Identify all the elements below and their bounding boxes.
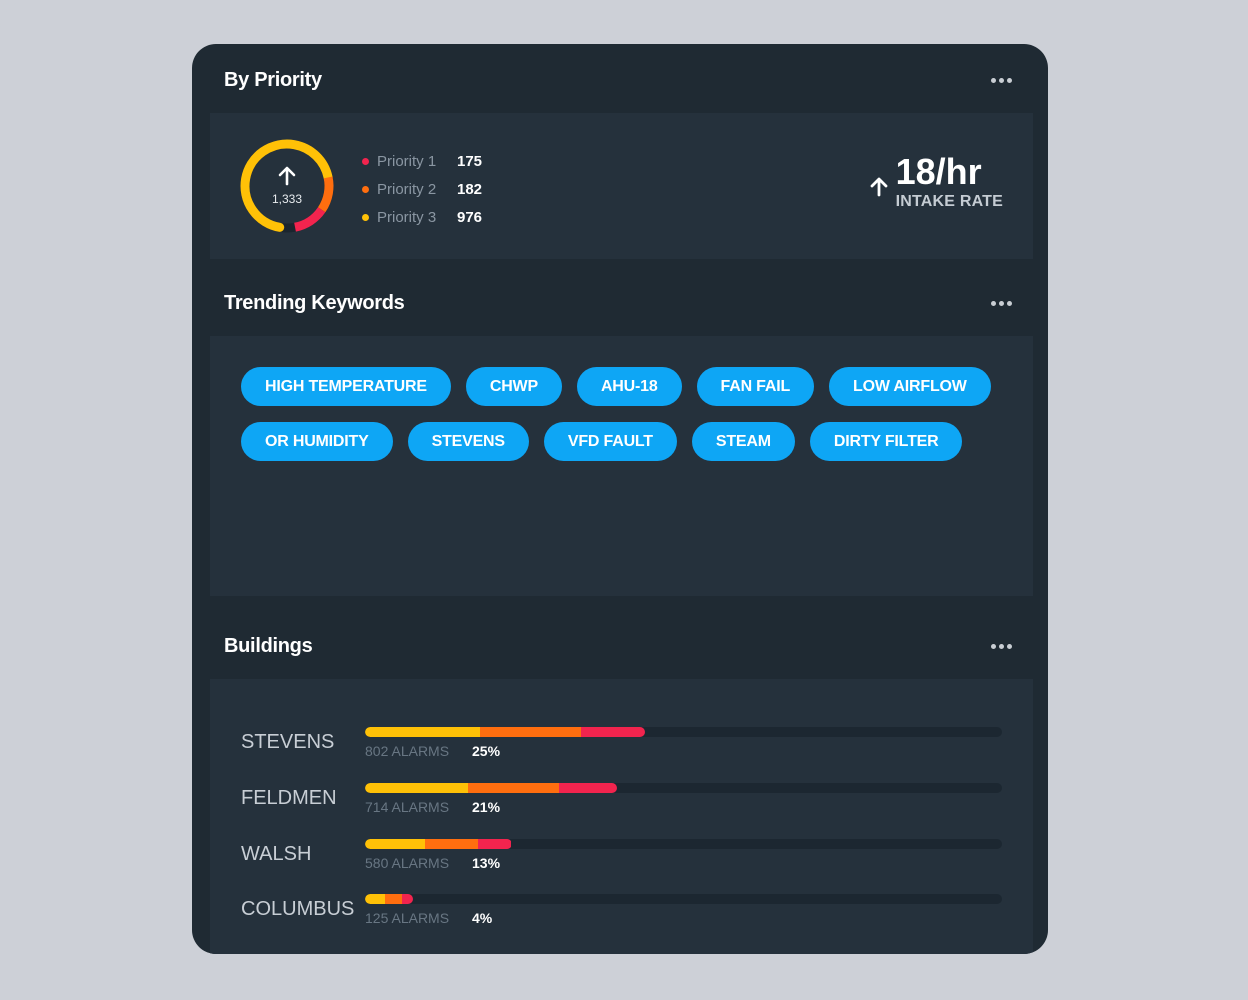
arrow-up-icon <box>868 175 890 202</box>
bar-segment-priority-1 <box>558 783 617 793</box>
building-row-walsh[interactable]: WALSH 580 ALARMS 13% <box>241 837 1002 877</box>
dashboard-card: By Priority 1,333 Priority 1 175 <box>192 44 1048 954</box>
bar-segment-priority-1 <box>477 839 512 849</box>
keywords-more-icon[interactable] <box>987 297 1016 310</box>
building-alarms: 802 ALARMS <box>365 743 450 759</box>
bar-segment-priority-2 <box>425 839 478 849</box>
keywords-title: Trending Keywords <box>224 291 405 314</box>
legend-item-priority-2: Priority 2 182 <box>362 175 482 203</box>
bar-segment-priority-2 <box>385 894 403 904</box>
building-row-columbus[interactable]: COLUMBUS 125 ALARMS 4% <box>241 892 1002 932</box>
alarm-bar-track <box>365 783 1002 793</box>
intake-rate-value: 18/hr <box>895 151 982 192</box>
keywords-panel: HIGH TEMPERATURE CHWP AHU-18 FAN FAIL LO… <box>210 336 1033 596</box>
legend-value: 976 <box>457 208 483 226</box>
priority-2-dot-icon <box>362 185 369 193</box>
legend-item-priority-1: Priority 1 175 <box>362 147 482 175</box>
keyword-tag[interactable]: OR HUMIDITY <box>241 422 393 461</box>
priority-title: By Priority <box>224 68 322 91</box>
bar-segment-priority-1 <box>402 894 413 904</box>
buildings-header: Buildings <box>224 631 1016 661</box>
donut-total: 1,333 <box>271 192 303 206</box>
alarm-bar-track <box>365 894 1002 904</box>
legend-label: Priority 3 <box>377 208 437 226</box>
building-name: FELDMEN <box>241 787 337 809</box>
alarm-bar <box>365 727 646 737</box>
donut-chart <box>240 139 334 233</box>
intake-rate-label: INTAKE RATE <box>895 193 1003 210</box>
priority-legend: Priority 1 175 Priority 2 182 Priority 3… <box>362 147 482 231</box>
priority-3-dot-icon <box>362 213 369 221</box>
priority-more-icon[interactable] <box>987 74 1016 87</box>
keyword-tag[interactable]: STEAM <box>691 422 795 461</box>
priority-panel: 1,333 Priority 1 175 Priority 2 182 Prio… <box>210 113 1033 259</box>
building-percent: 25% <box>472 743 501 759</box>
priority-1-dot-icon <box>362 157 369 165</box>
bar-segment-priority-3 <box>365 783 469 793</box>
keyword-tag[interactable]: AHU-18 <box>576 367 682 406</box>
keyword-tag[interactable]: DIRTY FILTER <box>809 422 963 461</box>
buildings-title: Buildings <box>224 634 313 657</box>
alarm-bar <box>365 839 512 849</box>
alarm-bar-track <box>365 839 1002 849</box>
keyword-tag[interactable]: FAN FAIL <box>696 367 815 406</box>
legend-value: 175 <box>457 152 483 170</box>
bar-segment-priority-3 <box>365 727 480 737</box>
buildings-more-icon[interactable] <box>987 640 1016 653</box>
keyword-tags: HIGH TEMPERATURE CHWP AHU-18 FAN FAIL LO… <box>241 367 1031 461</box>
legend-label: Priority 1 <box>377 152 437 170</box>
buildings-panel: STEVENS 802 ALARMS 25% FELDMEN 714 ALARM… <box>210 679 1033 954</box>
alarm-bar <box>365 783 617 793</box>
bar-segment-priority-2 <box>479 727 581 737</box>
keyword-tag[interactable]: HIGH TEMPERATURE <box>241 367 451 406</box>
keyword-tag[interactable]: VFD FAULT <box>543 422 677 461</box>
bar-segment-priority-3 <box>365 839 426 849</box>
building-percent: 13% <box>472 855 501 871</box>
legend-item-priority-3: Priority 3 976 <box>362 203 482 231</box>
building-name: STEVENS <box>241 731 335 753</box>
building-percent: 4% <box>472 910 493 926</box>
priority-header: By Priority <box>224 65 1016 95</box>
building-name: COLUMBUS <box>241 898 355 920</box>
building-name: WALSH <box>241 843 312 865</box>
donut-slice-priority-3 <box>240 139 334 233</box>
keyword-tag[interactable]: STEVENS <box>407 422 529 461</box>
building-alarms: 580 ALARMS <box>365 855 450 871</box>
bar-segment-priority-2 <box>468 783 559 793</box>
arrow-up-icon <box>238 165 336 192</box>
bar-segment-priority-3 <box>365 894 386 904</box>
building-alarms: 125 ALARMS <box>365 910 450 926</box>
donut-slice-priority-2 <box>240 139 334 233</box>
keyword-tag[interactable]: CHWP <box>465 367 562 406</box>
keywords-header: Trending Keywords <box>224 288 1016 318</box>
intake-rate: 18/hr INTAKE RATE <box>868 153 1003 211</box>
building-percent: 21% <box>472 799 501 815</box>
legend-value: 182 <box>457 180 483 198</box>
building-alarms: 714 ALARMS <box>365 799 450 815</box>
alarm-bar-track <box>365 727 1002 737</box>
priority-donut: 1,333 <box>238 137 336 235</box>
legend-label: Priority 2 <box>377 180 437 198</box>
alarm-bar <box>365 894 413 904</box>
bar-segment-priority-1 <box>580 727 646 737</box>
building-row-feldmen[interactable]: FELDMEN 714 ALARMS 21% <box>241 781 1002 821</box>
building-row-stevens[interactable]: STEVENS 802 ALARMS 25% <box>241 725 1002 765</box>
keyword-tag[interactable]: LOW AIRFLOW <box>829 367 991 406</box>
